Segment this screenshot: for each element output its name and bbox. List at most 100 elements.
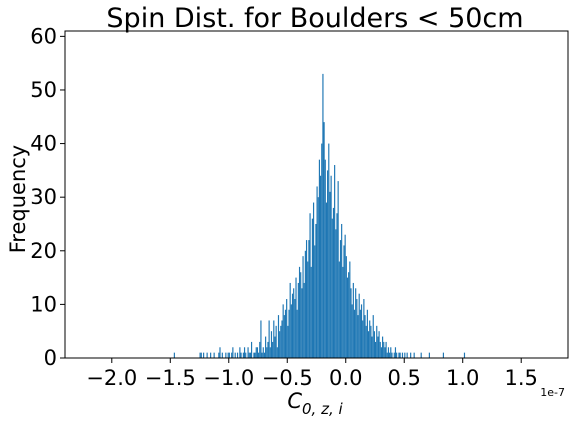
histogram-bar — [318, 159, 321, 358]
histogram-bar — [282, 304, 284, 358]
x-tick-label: 0.5 — [388, 366, 421, 390]
x-tick-label: 1.5 — [505, 366, 538, 390]
histogram-bar — [281, 320, 283, 358]
histogram-bar — [296, 309, 298, 358]
histogram-bar — [359, 309, 361, 358]
histogram-bar — [302, 256, 304, 358]
histogram-bar — [329, 191, 331, 358]
histogram-bar — [266, 347, 268, 358]
histogram-bar — [334, 165, 336, 358]
histogram-bar — [356, 299, 358, 358]
histogram-bar — [261, 352, 263, 358]
histogram-bar — [307, 261, 309, 358]
histogram-bar — [355, 288, 357, 358]
x-tick-label: −2.0 — [86, 366, 137, 390]
histogram-bar — [321, 143, 323, 358]
histogram-bar — [331, 218, 333, 358]
x-tick-label: −1.5 — [145, 366, 196, 390]
histogram-bar — [243, 347, 246, 358]
histogram-bar — [283, 315, 285, 358]
histogram-bar — [206, 352, 208, 358]
histogram-bar — [413, 352, 415, 358]
histogram-bar — [276, 347, 278, 358]
histogram-bar — [364, 315, 366, 358]
histogram-bar — [304, 250, 306, 358]
histogram-bar — [387, 347, 390, 358]
histogram-bar — [348, 272, 350, 358]
histogram-bar — [245, 352, 247, 358]
histogram-bar — [280, 325, 282, 358]
histogram-bar — [353, 309, 356, 358]
histogram-bar — [308, 240, 310, 358]
histogram-bar — [315, 223, 317, 358]
histogram-bar — [463, 352, 466, 358]
histogram-bar — [303, 282, 305, 358]
histogram-bar — [385, 341, 387, 358]
histogram-bar — [365, 325, 367, 358]
y-tick-label: 30 — [30, 185, 57, 209]
bars-group — [173, 73, 466, 358]
histogram-bar — [377, 336, 379, 358]
histogram-bar — [322, 73, 324, 358]
histogram-bar — [339, 240, 342, 358]
histogram-bar — [297, 282, 299, 358]
histogram-bar — [284, 309, 287, 358]
histogram-bar — [227, 352, 229, 358]
histogram-bar — [225, 352, 227, 358]
histogram-bar — [311, 218, 313, 358]
histogram-bar — [272, 341, 274, 358]
histogram-bar — [380, 347, 383, 358]
histogram-bar — [263, 352, 266, 358]
histogram-bar — [357, 315, 359, 358]
histogram-bar — [383, 341, 385, 358]
histogram-bar — [309, 213, 311, 358]
histogram-bar — [345, 256, 347, 358]
x-tick-label: 1.0 — [446, 366, 479, 390]
histogram-bar — [293, 288, 295, 358]
y-tick-label: 50 — [30, 78, 57, 102]
histogram-bar — [265, 336, 267, 358]
histogram-bar — [275, 325, 277, 358]
histogram-bar — [401, 352, 404, 358]
histogram-bar — [371, 336, 373, 358]
histogram-bar — [369, 320, 371, 358]
histogram-bar — [255, 347, 257, 358]
y-ticks-group: 0 10 20 30 40 50 60 — [30, 24, 65, 370]
histogram-bar — [352, 282, 354, 358]
histogram-bar — [199, 352, 201, 358]
histogram-bar — [320, 175, 322, 358]
histogram-bar — [337, 181, 339, 358]
histogram-bar — [366, 309, 368, 358]
histogram-bar — [373, 331, 375, 358]
y-tick-label: 10 — [30, 292, 57, 316]
histogram-bar — [218, 352, 220, 358]
histogram-bar — [391, 352, 393, 358]
histogram-bar — [351, 304, 353, 358]
histogram-bar — [173, 352, 175, 358]
y-tick-label: 40 — [30, 132, 57, 156]
histogram-bar — [404, 352, 406, 358]
histogram-bar — [260, 320, 262, 358]
histogram-bar — [379, 341, 381, 358]
histogram-bar — [200, 352, 202, 358]
histogram-bar — [406, 352, 408, 358]
histogram-bar — [259, 341, 261, 358]
histogram-bar — [236, 352, 239, 358]
histogram-bar — [294, 299, 296, 358]
histogram-bar — [291, 293, 294, 358]
x-axis-label: C0, z, i — [287, 389, 343, 418]
histogram-bar — [249, 352, 251, 358]
histogram-bar — [328, 143, 330, 358]
histogram-bar — [270, 331, 273, 358]
histogram-bar — [372, 315, 374, 358]
histogram-bar — [250, 341, 253, 358]
histogram-bar — [301, 288, 303, 358]
plot-frame — [64, 30, 569, 359]
y-tick-label: 0 — [44, 346, 57, 370]
histogram-bar — [396, 352, 398, 358]
histogram-bar — [248, 352, 250, 358]
histogram-bar — [363, 299, 365, 358]
histogram-bar — [234, 352, 236, 358]
histogram-bar — [256, 347, 259, 358]
